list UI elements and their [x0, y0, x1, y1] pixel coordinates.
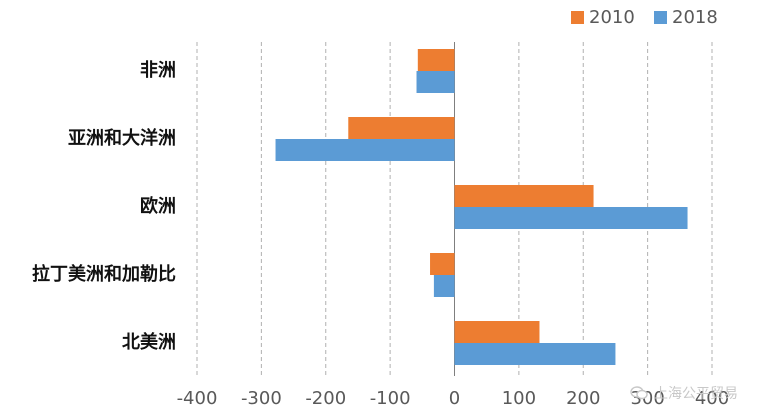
x-tick-label: -400 [177, 388, 218, 409]
x-tick-label: 200 [566, 388, 600, 409]
bar-2010-2 [454, 185, 594, 207]
category-label: 亚洲和大洋洲 [68, 127, 176, 149]
category-label: 非洲 [140, 59, 176, 81]
bar-2018-4 [454, 343, 616, 365]
x-tick-label: 0 [449, 388, 460, 409]
bar-2018-2 [454, 207, 688, 229]
x-tick-label: -300 [241, 388, 282, 409]
category-label: 北美洲 [122, 331, 176, 353]
category-label: 拉丁美洲和加勒比 [32, 263, 176, 285]
category-label: 欧洲 [140, 195, 176, 217]
bar-2018-3 [433, 275, 455, 297]
bar-2010-4 [454, 321, 540, 343]
bar-2018-1 [275, 139, 455, 161]
bar-2018-0 [416, 71, 455, 93]
legend-swatch-2010 [571, 11, 584, 24]
legend-swatch-2018 [654, 11, 667, 24]
x-tick-label: 300 [630, 388, 664, 409]
legend-label: 2010 [589, 7, 635, 28]
x-tick-label: 400 [695, 388, 729, 409]
bar-2010-1 [348, 117, 455, 139]
x-tick-label: -200 [305, 388, 346, 409]
bar-2010-0 [417, 49, 455, 71]
x-tick-label: 100 [502, 388, 536, 409]
bar-2010-3 [430, 253, 455, 275]
x-tick-label: -100 [370, 388, 411, 409]
legend-label: 2018 [672, 7, 718, 28]
